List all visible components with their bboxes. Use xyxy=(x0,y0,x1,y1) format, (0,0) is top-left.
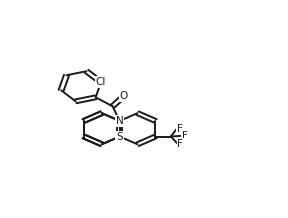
Text: N: N xyxy=(116,116,124,126)
Text: S: S xyxy=(116,131,123,141)
Text: Cl: Cl xyxy=(96,77,106,87)
Text: F: F xyxy=(177,138,183,148)
Text: O: O xyxy=(120,91,128,101)
Text: F: F xyxy=(182,131,188,141)
Text: F: F xyxy=(177,124,182,134)
